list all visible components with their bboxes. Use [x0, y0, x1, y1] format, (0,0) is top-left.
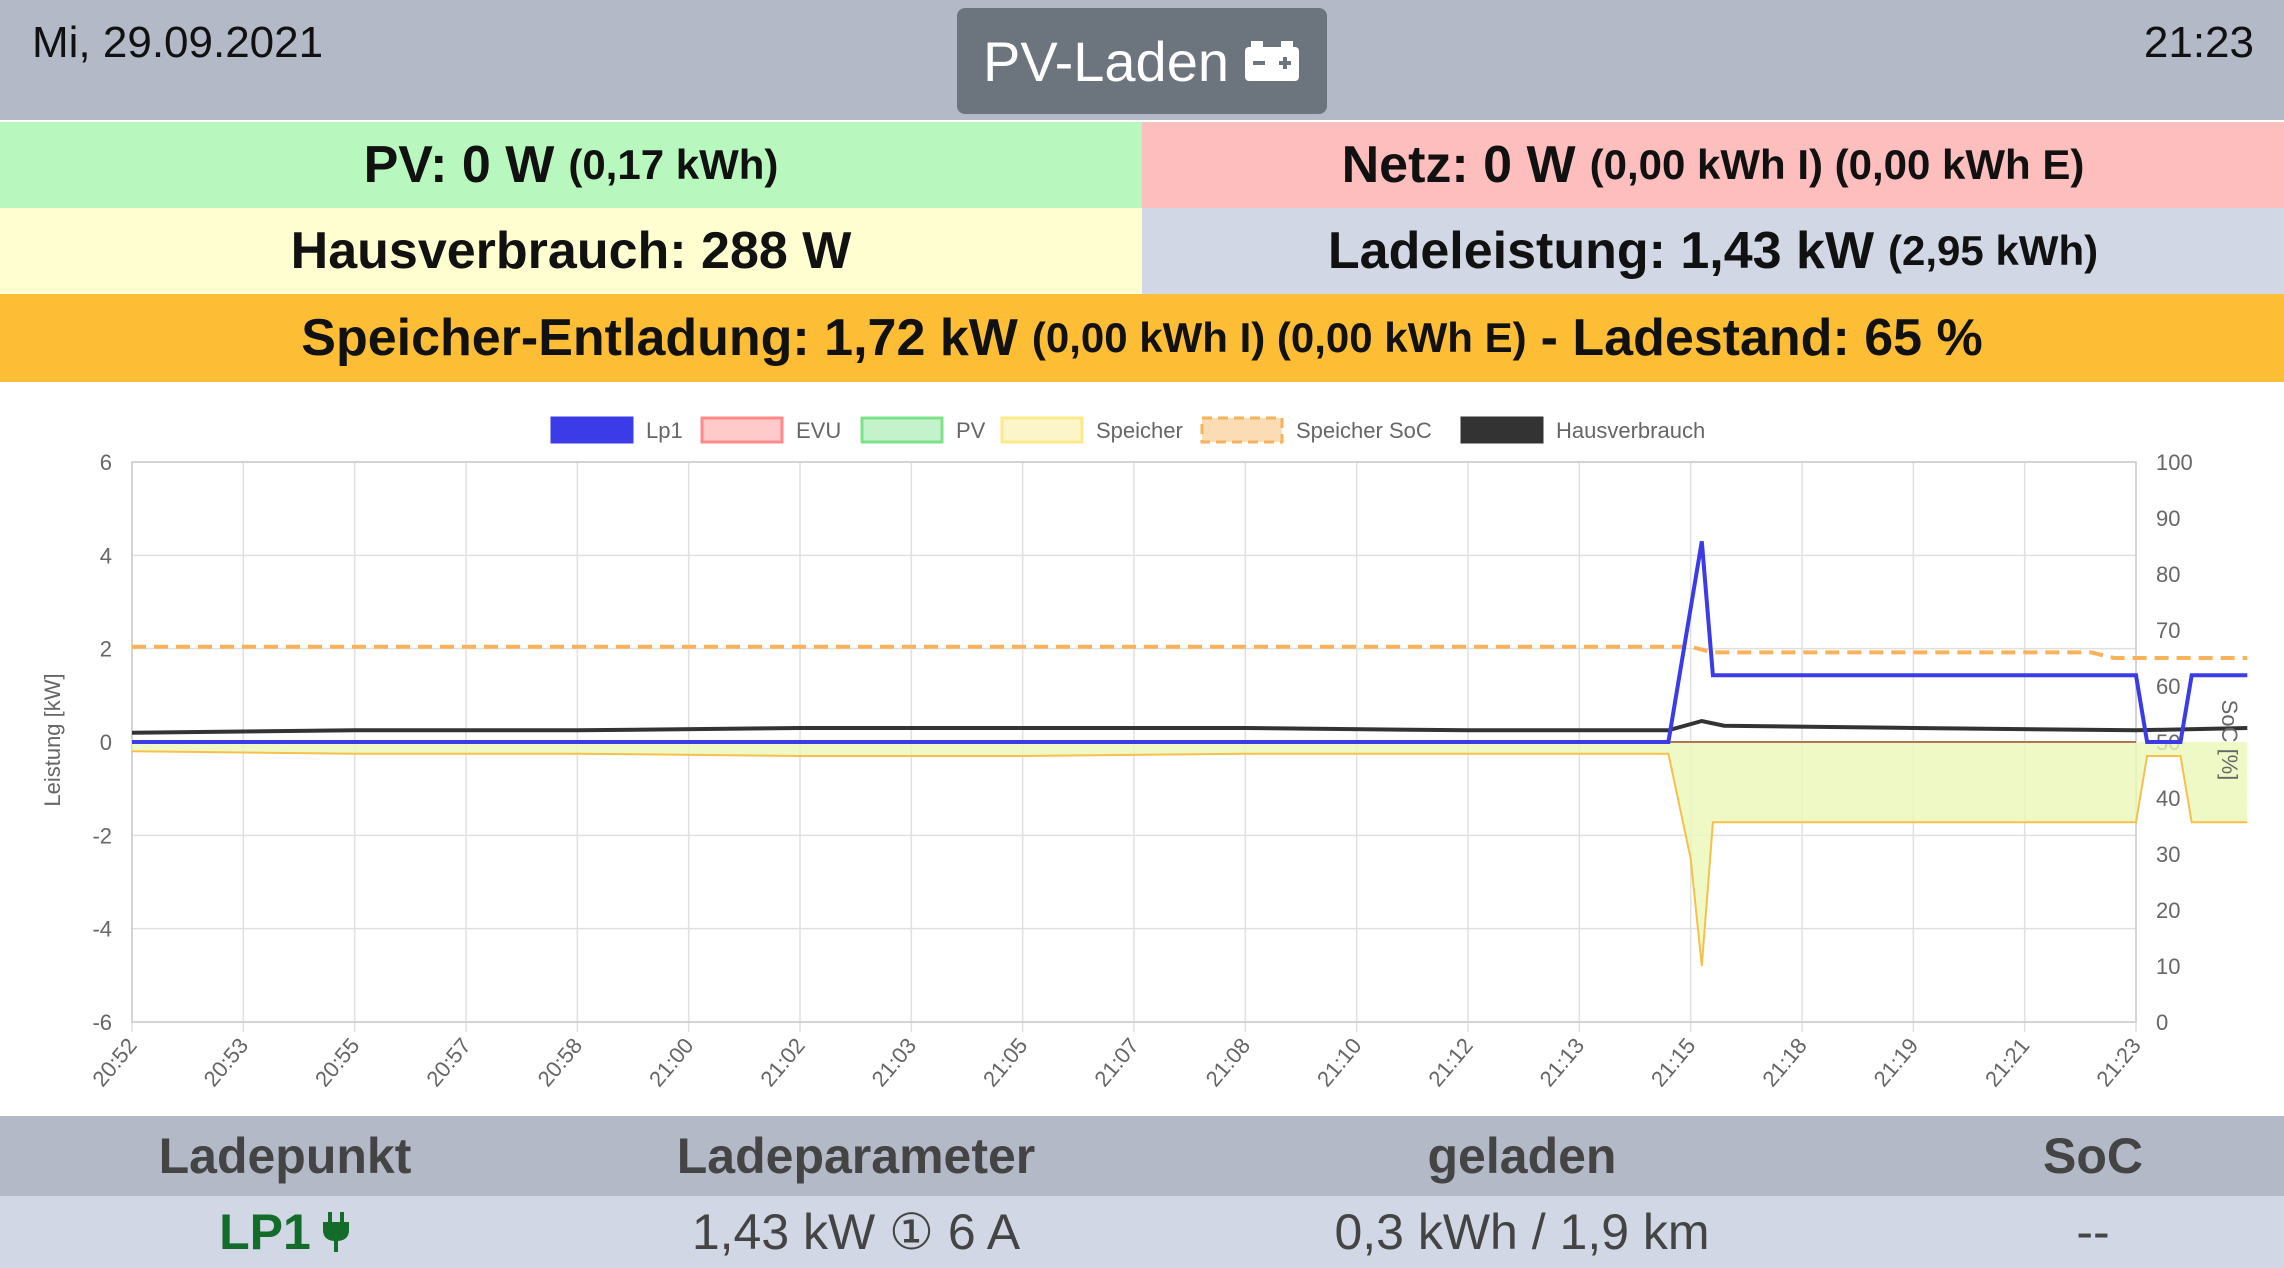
- y2-tick-label: 20: [2156, 898, 2180, 923]
- legend-swatch: [1200, 416, 1284, 444]
- top-bar: Mi, 29.09.2021 PV-Laden 21:23: [0, 0, 2284, 120]
- grid-power: Netz: 0 W: [1341, 136, 1576, 194]
- car-battery-icon: [1244, 41, 1299, 81]
- x-tick-label: 21:03: [867, 1033, 922, 1091]
- legend-label: Lp1: [646, 418, 683, 443]
- y2-tick-label: 30: [2156, 842, 2180, 867]
- grid-energy: (0,00 kWh I) (0,00 kWh E): [1589, 141, 2085, 188]
- plug-icon: [322, 1212, 349, 1252]
- y2-tick-label: 60: [2156, 674, 2180, 699]
- table-row[interactable]: LP1 1,43 kW ① 6 A 0,3 kWh / 1,9 km --: [0, 1196, 2284, 1268]
- y-tick-label: 6: [100, 450, 112, 475]
- speicher-area: [132, 742, 2248, 966]
- legend-swatch: [700, 416, 784, 444]
- chargepoint-name: LP1: [219, 1204, 311, 1260]
- x-tick-label: 21:08: [1201, 1033, 1256, 1091]
- time-display: 21:23: [2143, 18, 2254, 67]
- legend-swatch: [550, 416, 634, 444]
- y2-tick-label: 0: [2156, 1010, 2168, 1035]
- charged-amount: 0,3 kWh / 1,9 km: [1334, 1204, 1710, 1260]
- speicher-line: [131, 750, 2248, 967]
- legend-label: PV: [956, 418, 986, 443]
- x-tick-label: 21:19: [1869, 1033, 1924, 1091]
- legend-label: Hausverbrauch: [1556, 418, 1705, 443]
- charging-energy: (2,95 kWh): [1888, 227, 2099, 274]
- pv-power: PV: 0 W: [363, 136, 555, 194]
- legend-swatch: [1000, 416, 1084, 444]
- x-tick-label: 21:18: [1757, 1033, 1812, 1091]
- x-tick-label: 21:10: [1312, 1033, 1367, 1091]
- x-tick-label: 20:52: [87, 1033, 142, 1091]
- charge-mode-button[interactable]: PV-Laden: [957, 8, 1327, 114]
- y2-tick-label: 100: [2156, 450, 2193, 475]
- legend-swatch: [860, 416, 944, 444]
- date-display: Mi, 29.09.2021: [32, 18, 324, 67]
- x-tick-label: 21:05: [978, 1033, 1033, 1091]
- storage-soc: - Ladestand: 65 %: [1540, 309, 1983, 367]
- power-chart: Lp1 EVU PV Speicher Speicher SoC Hausverbrauc…: [40, 416, 2248, 1091]
- y-tick-label: -2: [92, 823, 112, 848]
- y-tick-label: 4: [100, 543, 112, 568]
- hausverbrauch-line: [131, 718, 2248, 735]
- house-consumption: Hausverbrauch: 288 W: [290, 222, 852, 280]
- x-tick-label: 21:12: [1423, 1033, 1478, 1091]
- vehicle-soc: --: [2076, 1204, 2110, 1260]
- storage-discharge: Speicher-Entladung: 1,72 kW: [301, 309, 1018, 367]
- chart-legend: Lp1 EVU PV Speicher Speicher SoC Hausverbrauc…: [550, 416, 1705, 444]
- pv-energy: (0,17 kWh): [568, 141, 779, 188]
- storage-energy: (0,00 kWh I) (0,00 kWh E): [1031, 314, 1527, 361]
- header-geladen: geladen: [1427, 1128, 1617, 1184]
- y2-tick-label: 90: [2156, 506, 2180, 531]
- grid-status: Netz: 0 W (0,00 kWh I) (0,00 kWh E): [1142, 122, 2284, 208]
- y-tick-label: -6: [92, 1010, 112, 1035]
- x-tick-label: 21:07: [1089, 1033, 1144, 1091]
- x-tick-label: 20:55: [310, 1033, 365, 1091]
- x-tick-label: 21:00: [644, 1033, 699, 1091]
- y2-tick-label: 80: [2156, 562, 2180, 587]
- x-tick-label: 21:21: [1980, 1033, 2035, 1091]
- x-tick-label: 20:58: [533, 1033, 588, 1091]
- x-tick-label: 20:57: [421, 1033, 476, 1091]
- y2-tick-label: 40: [2156, 786, 2180, 811]
- charge-mode-label: PV-Laden: [983, 29, 1229, 93]
- x-tick-label: 21:23: [2091, 1033, 2146, 1091]
- charging-power-status: Ladeleistung: 1,43 kW (2,95 kWh): [1142, 208, 2284, 294]
- speicher-soc-line: [132, 644, 2248, 660]
- y-tick-label: -4: [92, 917, 112, 942]
- chargepoint-cell[interactable]: LP1: [0, 1196, 570, 1268]
- charge-parameter[interactable]: 1,43 kW ① 6 A: [691, 1204, 1021, 1260]
- x-tick-label: 21:15: [1646, 1033, 1701, 1091]
- legend-label: Speicher: [1096, 418, 1183, 443]
- y-axis-label: Leistung [kW]: [40, 673, 65, 806]
- lp1-line: [132, 540, 2248, 744]
- storage-status: Speicher-Entladung: 1,72 kW (0,00 kWh I)…: [0, 294, 2284, 382]
- legend-swatch: [1460, 416, 1544, 444]
- legend-label: EVU: [796, 418, 841, 443]
- house-consumption-status: Hausverbrauch: 288 W: [0, 208, 1142, 294]
- y-tick-label: 2: [100, 637, 112, 662]
- header-soc: SoC: [2043, 1128, 2143, 1184]
- legend-label: Speicher SoC: [1296, 418, 1432, 443]
- y-tick-label: 0: [100, 730, 112, 755]
- x-axis: 20:52 20:53 20:55 20:57 20:58 21:00 21:02 21:03…: [87, 1033, 2146, 1091]
- header-ladepunkt: Ladepunkt: [158, 1128, 412, 1184]
- y2-tick-label: 10: [2156, 954, 2180, 979]
- x-tick-label: 21:02: [755, 1033, 810, 1091]
- x-tick-label: 21:13: [1535, 1033, 1590, 1091]
- charge-table-header: Ladepunkt Ladeparameter geladen SoC: [0, 1116, 2284, 1196]
- charging-power: Ladeleistung: 1,43 kW: [1327, 222, 1875, 280]
- pv-status: PV: 0 W (0,17 kWh): [0, 122, 1142, 208]
- chart-series: [131, 540, 2248, 967]
- header-ladeparameter: Ladeparameter: [676, 1128, 1036, 1184]
- y2-axis-label: SoC [%]: [2217, 700, 2242, 781]
- y2-tick-label: 70: [2156, 618, 2180, 643]
- y-axis-left: 6 4 2 0 -2 -4 -6: [92, 450, 112, 1035]
- x-tick-label: 20:53: [199, 1033, 254, 1091]
